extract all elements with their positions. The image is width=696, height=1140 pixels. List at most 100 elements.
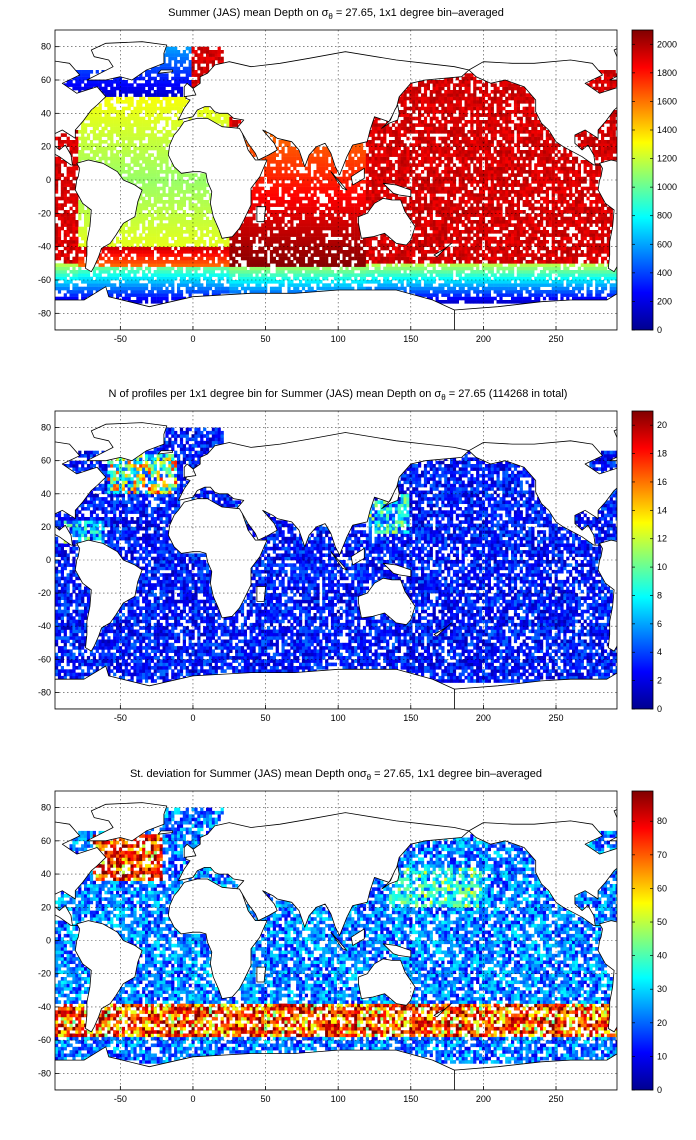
heatmap-cell: [589, 176, 593, 181]
heatmap-cell: [322, 233, 326, 237]
heatmap-cell: [423, 240, 428, 244]
heatmap-cell: [147, 200, 152, 204]
heatmap-cell: [168, 266, 172, 271]
heatmap-cell: [435, 296, 439, 301]
heatmap-cell: [75, 296, 79, 301]
heatmap-cell: [162, 246, 166, 251]
heatmap-cell: [81, 256, 85, 261]
heatmap-cell: [473, 270, 477, 274]
heatmap-cell: [136, 236, 140, 241]
heatmap-cell: [328, 176, 332, 181]
heatmap-cell: [171, 230, 175, 234]
heatmap-cell: [261, 196, 265, 201]
heatmap-cell: [464, 263, 468, 267]
heatmap-cell: [142, 290, 146, 294]
heatmap-cell: [455, 190, 459, 194]
heatmap-cell: [258, 266, 262, 271]
heatmap-cell: [200, 233, 204, 237]
heatmap-cell: [162, 266, 166, 271]
heatmap-cell: [145, 226, 149, 231]
heatmap-cell: [287, 186, 291, 191]
heatmap-cell: [441, 290, 445, 294]
heatmap-cell: [505, 300, 509, 304]
heatmap-cell: [171, 243, 175, 247]
heatmap-cell: [511, 286, 515, 291]
heatmap-cell: [557, 180, 561, 184]
heatmap-cell: [328, 183, 332, 187]
heatmap-cell: [542, 236, 547, 241]
heatmap-cell: [569, 256, 573, 261]
heatmap-cell: [78, 226, 82, 231]
heatmap-cell: [72, 240, 76, 244]
heatmap-cell: [470, 273, 474, 277]
heatmap-cell: [55, 203, 59, 207]
heatmap-cell: [470, 296, 474, 301]
heatmap-cell: [63, 183, 67, 187]
heatmap-cell: [580, 293, 584, 297]
heatmap-cell: [301, 236, 306, 241]
heatmap-cell: [362, 203, 367, 207]
heatmap-cell: [203, 290, 207, 294]
heatmap-cell: [444, 230, 448, 234]
heatmap-cell: [220, 260, 224, 264]
heatmap-cell: [165, 226, 169, 231]
heatmap-cell: [60, 296, 64, 301]
heatmap-cell: [569, 183, 573, 187]
heatmap-cell: [179, 220, 184, 224]
heatmap-cell: [534, 236, 538, 241]
heatmap-cell: [75, 220, 79, 224]
heatmap-cell: [107, 280, 111, 284]
heatmap-cell: [525, 266, 529, 271]
heatmap-cell: [55, 283, 59, 287]
heatmap-cell: [246, 233, 250, 237]
heatmap-cell: [511, 216, 515, 221]
heatmap-cell: [165, 193, 169, 197]
heatmap-cell: [374, 236, 378, 241]
heatmap-cell: [612, 286, 616, 291]
heatmap-cell: [351, 196, 355, 201]
heatmap-cell: [479, 186, 483, 191]
heatmap-cell: [197, 200, 201, 204]
heatmap-cell: [194, 270, 198, 274]
heatmap-cell: [194, 183, 198, 187]
heatmap-cell: [441, 286, 445, 291]
heatmap-cell: [127, 176, 131, 181]
heatmap-cell: [281, 260, 285, 264]
heatmap-cell: [162, 273, 166, 277]
heatmap-cell: [609, 286, 613, 291]
heatmap-cell: [360, 200, 364, 204]
heatmap-cell: [458, 203, 462, 207]
heatmap-cell: [168, 193, 172, 197]
heatmap-cell: [307, 280, 311, 284]
heatmap-cell: [540, 276, 544, 281]
heatmap-cell: [116, 273, 120, 277]
heatmap-cell: [177, 296, 181, 301]
heatmap-cell: [168, 200, 172, 204]
heatmap-cell: [557, 263, 561, 267]
heatmap-cell: [290, 203, 294, 207]
heatmap-cell: [55, 190, 59, 194]
heatmap-cell: [397, 173, 401, 177]
heatmap-cell: [455, 203, 459, 207]
heatmap-cell: [60, 283, 64, 287]
heatmap-cell: [473, 260, 477, 264]
heatmap-cell: [548, 176, 552, 181]
heatmap-cell: [159, 193, 163, 197]
heatmap-cell: [107, 293, 111, 297]
heatmap-cell: [179, 283, 184, 287]
heatmap-cell: [560, 236, 564, 241]
heatmap-cell: [418, 260, 422, 264]
heatmap-cell: [458, 183, 462, 187]
heatmap-cell: [351, 220, 355, 224]
heatmap-cell: [479, 300, 483, 304]
heatmap-cell: [275, 233, 279, 237]
heatmap-cell: [330, 273, 335, 277]
heatmap-cell: [496, 256, 500, 261]
heatmap-cell: [133, 280, 137, 284]
heatmap-cell: [493, 263, 497, 267]
heatmap-cell: [484, 186, 489, 191]
heatmap-cell: [455, 220, 459, 224]
heatmap-cell: [603, 276, 608, 281]
heatmap-cell: [333, 260, 337, 264]
heatmap-cell: [481, 210, 486, 214]
